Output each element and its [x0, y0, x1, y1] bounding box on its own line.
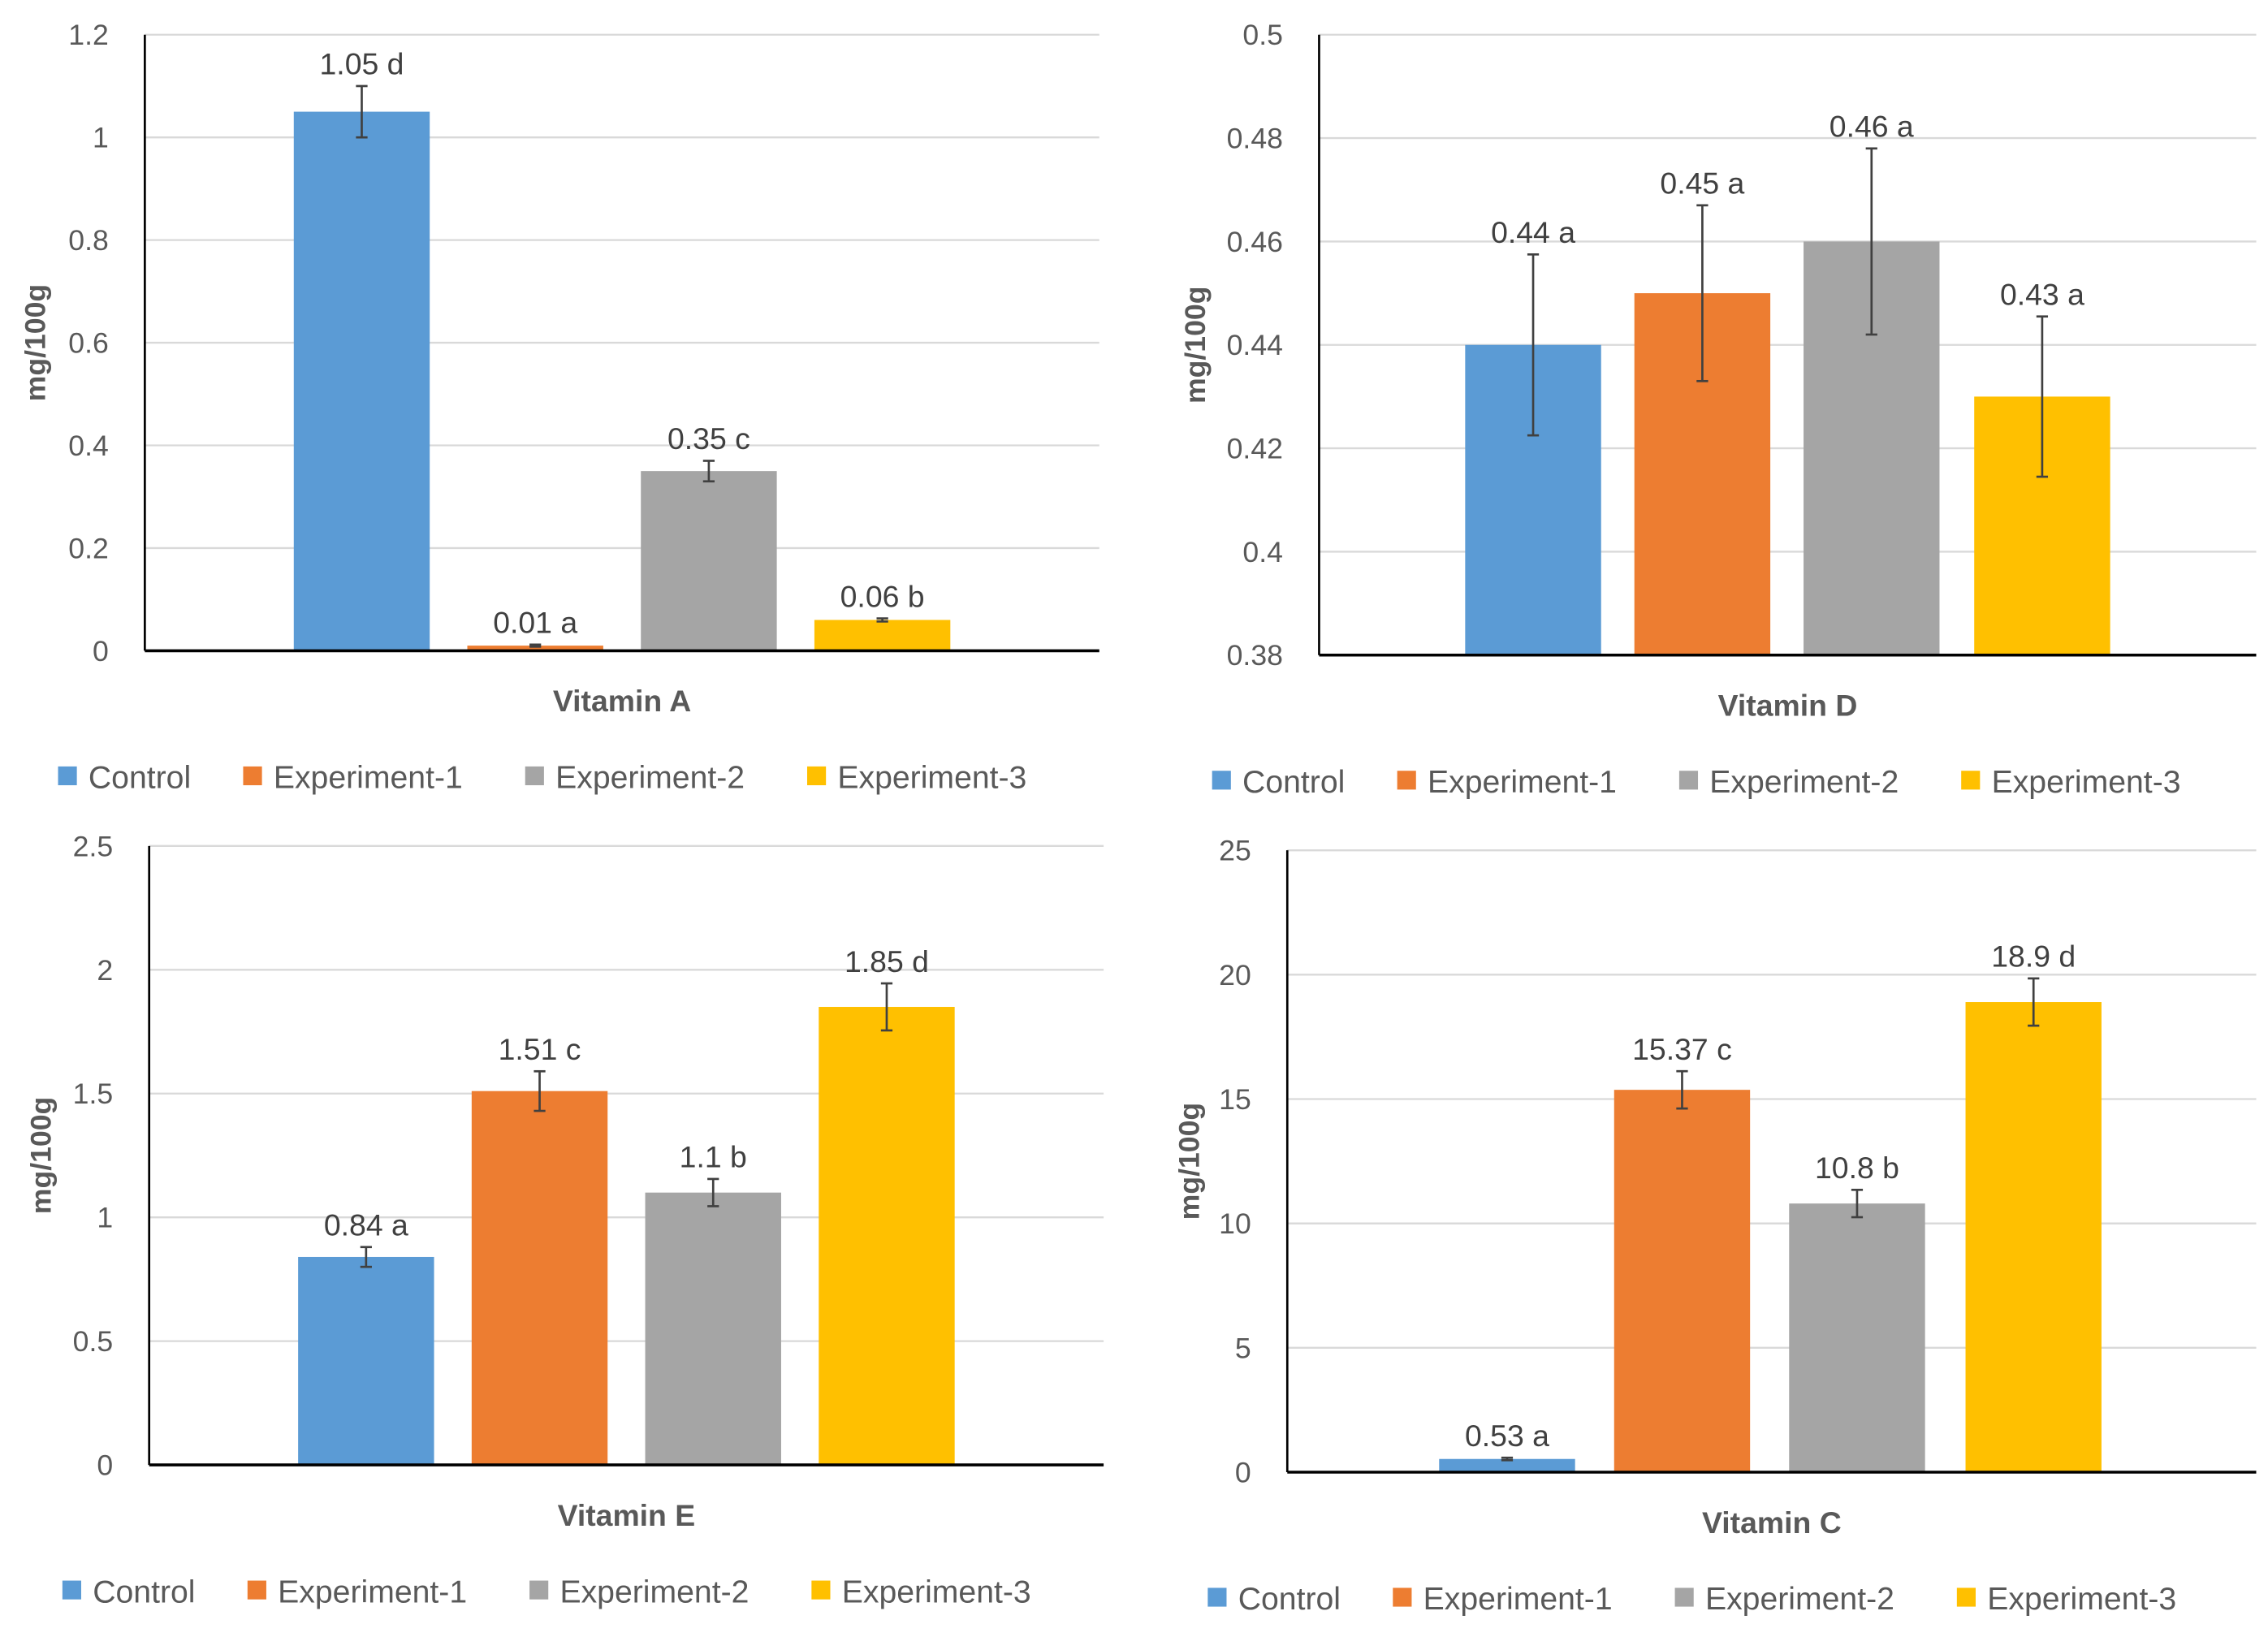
data-label: 0.35 c — [667, 421, 750, 456]
bar-control — [298, 1256, 434, 1466]
y-axis-title: mg/100g — [1179, 287, 1212, 404]
legend-swatch — [1678, 771, 1699, 790]
x-axis-title: Vitamin D — [1718, 689, 1858, 723]
bar-control — [1439, 1458, 1575, 1472]
legend-swatch — [1956, 1587, 1976, 1607]
bar-experiment-1 — [467, 646, 603, 651]
legend-label: Experiment-1 — [278, 1574, 467, 1609]
y-tick-label: 0.42 — [1227, 433, 1283, 465]
bar-experiment-3 — [1965, 1002, 2102, 1472]
y-tick-label: 0.38 — [1227, 639, 1283, 672]
y-axis-title: mg/100g — [1173, 1103, 1206, 1220]
legend-swatch — [529, 1580, 549, 1600]
legend-swatch — [62, 1580, 81, 1600]
legend-label: Experiment-3 — [1992, 765, 2181, 800]
legend-label: Experiment-2 — [1709, 765, 1899, 800]
bar-experiment-2 — [1789, 1203, 1925, 1472]
y-tick-label: 0.48 — [1227, 123, 1283, 155]
x-axis-title: Vitamin E — [558, 1498, 696, 1532]
data-label: 0.44 a — [1491, 215, 1575, 249]
y-tick-label: 25 — [1219, 835, 1251, 867]
legend-swatch — [1393, 1587, 1412, 1607]
data-label: 0.45 a — [1660, 166, 1744, 201]
legend-label: Control — [1242, 765, 1345, 800]
y-tick-label: 0.4 — [1242, 536, 1283, 568]
legend-swatch — [1207, 1587, 1227, 1607]
legend-swatch — [1961, 771, 1981, 790]
data-label: 18.9 d — [1991, 939, 2076, 974]
legend-label: Experiment-3 — [842, 1574, 1031, 1609]
y-axis-title: mg/100g — [19, 284, 51, 401]
y-tick-label: 1 — [97, 1202, 113, 1234]
data-label: 0.43 a — [2000, 277, 2084, 311]
y-tick-label: 15 — [1219, 1083, 1251, 1116]
legend-label: Experiment-2 — [559, 1574, 749, 1609]
legend-swatch — [807, 766, 827, 786]
legend-label: Experiment-1 — [1428, 765, 1617, 800]
y-tick-label: 0.8 — [68, 224, 109, 257]
legend-swatch — [58, 766, 77, 786]
data-label: 1.85 d — [845, 944, 929, 978]
y-tick-label: 2 — [97, 954, 113, 987]
data-label: 0.53 a — [1465, 1419, 1549, 1453]
legend-swatch — [525, 766, 544, 786]
legend-label: Experiment-2 — [1705, 1582, 1894, 1617]
legend-label: Control — [89, 761, 191, 796]
data-label: 0.46 a — [1830, 110, 1914, 144]
bar-experiment-2 — [645, 1192, 781, 1466]
legend-label: Control — [93, 1574, 195, 1609]
y-tick-label: 0.46 — [1227, 226, 1283, 258]
y-tick-label: 0.5 — [73, 1325, 114, 1358]
legend-label: Experiment-1 — [1423, 1582, 1613, 1617]
legend-label: Control — [1238, 1582, 1341, 1617]
legend-swatch — [243, 766, 262, 786]
legend-label: Experiment-2 — [555, 761, 745, 796]
data-label: 1.1 b — [680, 1140, 747, 1174]
bar-experiment-1 — [471, 1091, 608, 1466]
y-axis-title: mg/100g — [25, 1097, 58, 1214]
y-tick-label: 0.4 — [68, 430, 109, 462]
y-tick-label: 0 — [97, 1449, 113, 1482]
legend-label: Experiment-1 — [274, 761, 463, 796]
legend-swatch — [247, 1580, 266, 1600]
y-tick-label: 0.44 — [1227, 329, 1283, 361]
y-tick-label: 1.5 — [73, 1078, 114, 1110]
data-label: 0.06 b — [840, 579, 925, 613]
bar-experiment-2 — [641, 471, 777, 651]
y-tick-label: 0 — [1235, 1456, 1251, 1488]
data-label: 0.84 a — [324, 1208, 408, 1242]
y-tick-label: 1.2 — [68, 19, 109, 51]
y-tick-label: 0.2 — [68, 532, 109, 564]
y-tick-label: 0.5 — [1242, 19, 1283, 51]
bar-experiment-1 — [1614, 1090, 1751, 1472]
x-axis-title: Vitamin C — [1702, 1505, 1842, 1540]
legend-label: Experiment-3 — [837, 761, 1026, 796]
bar-experiment-3 — [819, 1007, 955, 1466]
data-label: 10.8 b — [1815, 1151, 1899, 1185]
data-label: 15.37 c — [1632, 1032, 1732, 1066]
data-label: 1.05 d — [320, 47, 404, 81]
x-axis-title: Vitamin A — [553, 684, 691, 718]
legend-label: Experiment-3 — [1987, 1582, 2176, 1617]
bar-experiment-3 — [814, 620, 951, 651]
data-label: 0.01 a — [493, 606, 577, 640]
y-tick-label: 0.6 — [68, 327, 109, 360]
legend-swatch — [1397, 771, 1416, 790]
y-tick-label: 0 — [93, 635, 109, 667]
bar-control — [293, 111, 430, 651]
y-tick-label: 10 — [1219, 1207, 1251, 1240]
y-tick-label: 2.5 — [73, 830, 114, 862]
data-label: 1.51 c — [499, 1032, 581, 1066]
y-tick-label: 1 — [93, 122, 109, 154]
legend-swatch — [811, 1580, 831, 1600]
y-tick-label: 20 — [1219, 959, 1251, 991]
legend-swatch — [1674, 1587, 1694, 1607]
legend-swatch — [1212, 771, 1231, 790]
y-tick-label: 5 — [1235, 1332, 1251, 1364]
